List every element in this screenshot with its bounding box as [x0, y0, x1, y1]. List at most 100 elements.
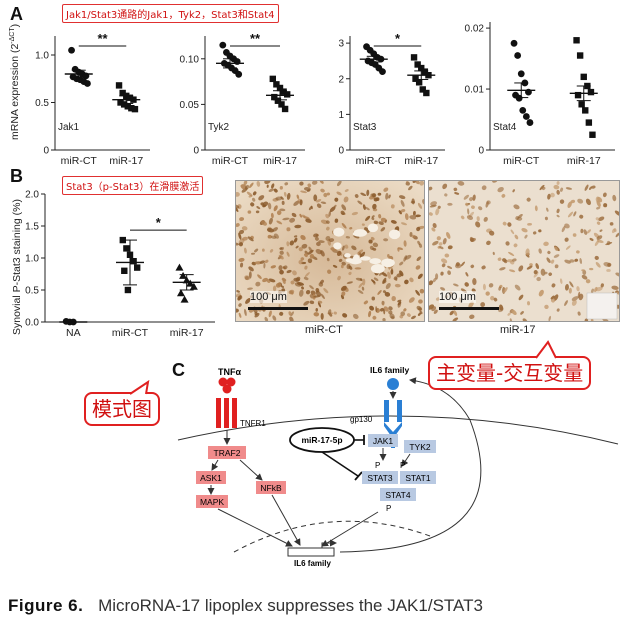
nucleus — [340, 264, 344, 269]
nucleus — [320, 188, 325, 193]
nucleus — [429, 212, 433, 216]
nucleus — [550, 259, 555, 264]
nucleus — [611, 285, 619, 290]
nucleus — [341, 204, 347, 211]
p-label-stat3: P — [375, 461, 380, 470]
nucleus — [596, 221, 601, 225]
nucleus — [603, 262, 611, 267]
tyk2-point — [276, 84, 284, 92]
nucleus — [419, 181, 424, 186]
nucleus — [289, 316, 294, 321]
nucleus — [439, 246, 444, 250]
mir175p-label: miR-17-5p — [301, 435, 342, 445]
nucleus — [341, 222, 347, 229]
nucleus — [301, 286, 304, 290]
nucleus — [252, 191, 257, 196]
jak1-ytick-label: 1.0 — [35, 51, 49, 62]
nucleus — [472, 278, 477, 286]
nucleus — [522, 318, 528, 321]
nucleus — [304, 272, 310, 277]
nucleus — [279, 250, 284, 255]
nucleus — [268, 188, 274, 192]
nucleus — [595, 196, 601, 203]
stat1-label: STAT1 — [405, 473, 430, 483]
nucleus — [344, 244, 349, 249]
nucleus — [403, 255, 408, 262]
stat4-ytick-label: 0.01 — [465, 85, 485, 96]
nucleus — [236, 242, 240, 246]
stat3-point — [421, 68, 429, 75]
nucleus — [286, 192, 291, 200]
nucleus — [254, 312, 260, 318]
nucleus — [599, 229, 603, 232]
nucleus — [307, 258, 313, 264]
nucleus — [279, 186, 283, 190]
nucleus — [482, 283, 486, 291]
nucleus — [273, 188, 278, 193]
jak1-point — [124, 103, 131, 110]
nucleus — [258, 195, 265, 201]
nucleus — [267, 234, 272, 239]
p-stat3-ytick-label: 1.5 — [25, 222, 39, 233]
nucleus — [298, 247, 303, 252]
nucleus — [262, 201, 269, 207]
nucleus — [397, 299, 402, 303]
nucleus — [404, 279, 409, 285]
nucleus — [595, 217, 600, 221]
nucleus — [236, 192, 240, 197]
nucleus — [252, 197, 256, 202]
nucleus — [393, 276, 398, 281]
nucleus — [257, 274, 262, 279]
nucleus — [300, 234, 306, 241]
nucleus — [261, 248, 265, 252]
nucleus — [383, 279, 387, 284]
nucleus — [263, 262, 266, 269]
stat3-ytick-label: 1 — [338, 110, 344, 121]
nucleus — [453, 283, 459, 287]
nucleus — [579, 214, 584, 219]
nucleus — [256, 181, 261, 187]
nucleus — [304, 265, 308, 270]
nucleus — [355, 277, 363, 281]
nucleus — [370, 236, 375, 241]
nucleus — [271, 183, 275, 189]
nucleus — [431, 227, 436, 232]
nucleus — [399, 314, 404, 319]
nucleus — [390, 220, 397, 224]
tyk2-ytick-label: 0 — [193, 146, 199, 157]
il6-gene-box — [287, 547, 335, 557]
nucleus — [584, 184, 589, 191]
stat3-ytick-label: 2 — [338, 74, 344, 85]
nucleus — [379, 307, 385, 312]
nucleus — [308, 246, 313, 253]
nucleus — [418, 299, 423, 304]
nucleus — [269, 249, 274, 253]
nucleus — [415, 214, 421, 218]
stat4-xtick-label: miR-CT — [503, 155, 540, 167]
nucleus — [452, 317, 459, 321]
nucleus — [317, 301, 322, 308]
nucleus — [453, 187, 458, 192]
nucleus — [475, 221, 481, 228]
nucleus — [436, 236, 441, 241]
nucleus — [571, 299, 577, 306]
nucleus — [262, 277, 268, 283]
nucleus — [264, 259, 269, 264]
scale-label-left: 100 μm — [250, 291, 287, 303]
stat3-point — [415, 79, 423, 86]
nucleus — [327, 269, 332, 274]
tyk2-chart: 0 0.05 0.10 miR-CT miR-17 Tyk2 ** — [180, 31, 305, 167]
nucleus — [255, 210, 260, 214]
nucleus — [472, 194, 476, 201]
nucleus — [334, 197, 339, 202]
nucleus — [416, 226, 421, 232]
jak1-point — [117, 99, 124, 106]
nucleus — [244, 247, 247, 254]
p-stat3-significance-label: * — [156, 215, 162, 230]
nucleus — [279, 269, 284, 275]
nucleus — [556, 208, 560, 214]
nucleus — [340, 285, 347, 291]
nucleus — [238, 312, 242, 318]
nucleus — [570, 199, 576, 204]
nucleus — [606, 268, 611, 272]
